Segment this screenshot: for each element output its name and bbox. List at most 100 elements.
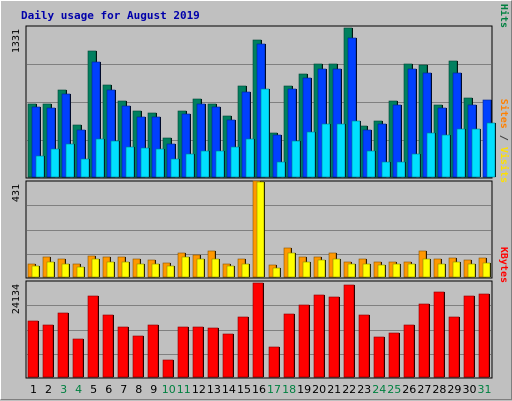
day-label-26: 26	[402, 383, 416, 396]
legend-entry: Visits	[498, 147, 510, 183]
bar-sites-day-11	[181, 256, 190, 278]
bar-sites-day-24	[377, 264, 386, 278]
bar-pages-day-7	[125, 146, 135, 178]
bar-sites-day-19	[302, 261, 311, 278]
bar-pages-day-14	[230, 146, 240, 178]
day-label-10: 10	[162, 383, 176, 396]
bar-pages-day-6	[110, 140, 120, 178]
bar-sites-day-9	[151, 263, 160, 278]
day-label-19: 19	[297, 383, 311, 396]
bar-kbytes-day-22	[343, 284, 355, 378]
bar-kbytes-day-24	[373, 336, 385, 378]
bar-kbytes-day-7	[117, 326, 129, 378]
bar-pages-day-22	[351, 120, 361, 178]
bar-kbytes-day-31	[478, 293, 490, 378]
bar-kbytes-day-4	[72, 338, 84, 378]
day-label-15: 15	[237, 383, 251, 396]
bar-sites-day-23	[362, 263, 371, 278]
bar-kbytes-day-26	[403, 324, 415, 378]
series-legend: Pages / Files / Hits	[498, 1, 510, 28]
bar-sites-day-1	[31, 265, 40, 278]
day-label-24: 24	[372, 383, 386, 396]
legend-entry: /	[498, 129, 509, 147]
bar-sites-day-8	[136, 263, 145, 278]
series-sites	[31, 181, 491, 278]
bar-pages-day-27	[426, 132, 436, 178]
bar-pages-day-21	[336, 123, 346, 178]
bar-kbytes-day-29	[448, 316, 460, 378]
day-label-13: 13	[207, 383, 221, 396]
day-label-6: 6	[105, 383, 112, 396]
bar-sites-day-14	[226, 265, 235, 278]
legend-entry: Hits	[498, 4, 510, 28]
day-label-17: 17	[267, 383, 281, 396]
bar-sites-day-21	[332, 258, 341, 278]
bar-kbytes-day-12	[192, 326, 204, 378]
bar-pages-day-1	[35, 155, 45, 178]
bar-kbytes-day-1	[27, 320, 39, 378]
day-label-22: 22	[342, 383, 356, 396]
bar-sites-day-5	[91, 258, 100, 278]
day-label-25: 25	[387, 383, 401, 396]
day-label-7: 7	[120, 383, 127, 396]
bar-kbytes-day-13	[207, 327, 219, 378]
bar-pages-day-28	[441, 134, 451, 178]
day-label-3: 3	[60, 383, 67, 396]
bar-pages-day-20	[321, 123, 331, 178]
bar-pages-day-11	[185, 153, 195, 178]
legend-entry: Sites	[498, 99, 510, 129]
bar-pages-day-18	[291, 140, 301, 178]
bar-kbytes-day-8	[132, 335, 144, 378]
bar-kbytes-day-28	[433, 291, 445, 378]
bar-pages-day-10	[170, 158, 180, 178]
bar-kbytes-day-19	[298, 304, 310, 378]
bar-kbytes-day-27	[418, 303, 430, 378]
bar-pages-day-9	[155, 148, 165, 178]
day-label-14: 14	[222, 383, 236, 396]
bar-pages-day-31	[486, 122, 496, 178]
bar-kbytes-day-25	[388, 332, 400, 378]
bar-sites-day-18	[287, 252, 296, 278]
day-label-2: 2	[45, 383, 52, 396]
bar-pages-day-19	[306, 131, 316, 178]
bar-kbytes-day-10	[162, 359, 174, 378]
bar-sites-day-17	[272, 267, 281, 278]
bar-sites-day-31	[482, 262, 491, 278]
series-legend: Sites / Visits	[498, 99, 510, 183]
bar-kbytes-day-18	[283, 313, 295, 378]
bar-kbytes-day-11	[177, 326, 189, 378]
bar-pages-day-23	[366, 150, 376, 178]
panel-requests: 1331 Pages / Files / Hits	[11, 1, 510, 179]
day-label-1: 1	[30, 383, 37, 396]
day-label-30: 30	[463, 383, 477, 396]
series-pages	[35, 88, 496, 178]
bar-sites-day-15	[241, 263, 250, 278]
bar-sites-day-30	[467, 263, 476, 278]
bar-sites-day-16	[256, 181, 265, 278]
day-label-18: 18	[282, 383, 296, 396]
bar-pages-day-15	[245, 138, 255, 178]
bar-pages-day-29	[456, 128, 466, 178]
day-label-5: 5	[90, 383, 97, 396]
ymax-label: 431	[11, 184, 22, 202]
bar-pages-day-26	[411, 153, 421, 178]
day-label-31: 31	[478, 383, 492, 396]
bar-pages-day-3	[65, 143, 75, 178]
bar-kbytes-day-23	[358, 314, 370, 378]
bar-kbytes-day-21	[328, 296, 340, 378]
bar-sites-day-22	[347, 263, 356, 278]
legend-entry: /	[498, 1, 509, 4]
day-label-9: 9	[150, 383, 157, 396]
panel-kbytes: 24134 KBytes	[11, 247, 509, 379]
bar-kbytes-day-30	[463, 295, 475, 378]
bar-kbytes-day-14	[222, 333, 234, 378]
day-label-8: 8	[135, 383, 142, 396]
bar-sites-day-20	[317, 259, 326, 278]
bar-sites-day-4	[76, 266, 85, 278]
chart-title: Daily usage for August 2019	[21, 9, 200, 22]
bar-sites-day-6	[106, 261, 115, 278]
bar-sites-day-2	[46, 261, 55, 278]
bar-sites-day-29	[452, 261, 461, 278]
